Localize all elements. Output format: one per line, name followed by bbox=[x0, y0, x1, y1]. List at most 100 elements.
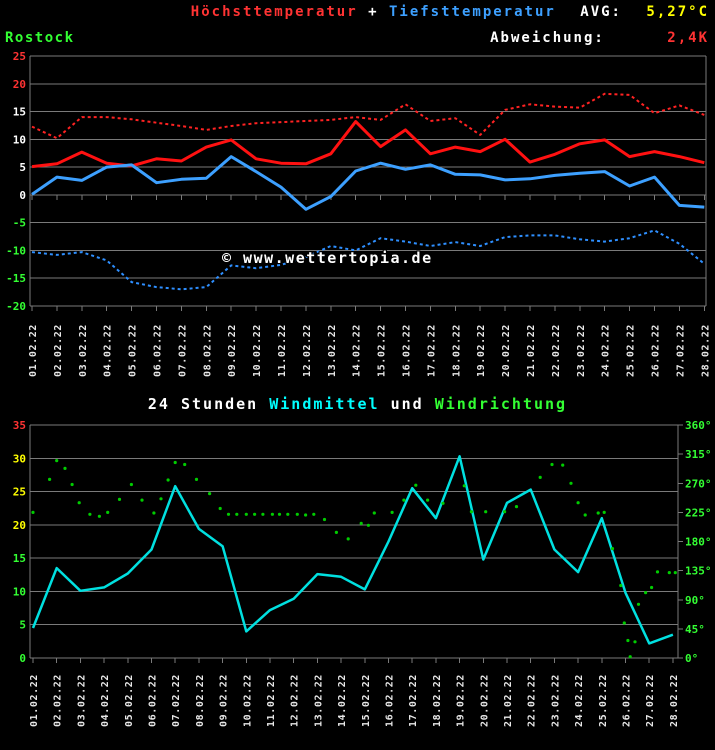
windrichtung-dot bbox=[469, 510, 473, 514]
windrichtung-dot bbox=[636, 602, 641, 606]
windrichtung-dot bbox=[602, 510, 606, 514]
temp-date-label: 12.02.22 bbox=[302, 324, 313, 377]
wind-speed-axis-label: 35 bbox=[13, 419, 26, 432]
windrichtung-dot bbox=[70, 482, 74, 487]
windrichtung-dot bbox=[622, 621, 626, 625]
windrichtung-dot bbox=[402, 498, 406, 502]
temp-date-label: 26.02.22 bbox=[651, 324, 662, 377]
temp-y-axis-label: 0 bbox=[19, 189, 26, 202]
wind-chart-title: 24 Stunden Windmittel und Windrichtung bbox=[0, 395, 715, 413]
windrichtung-dot bbox=[270, 512, 274, 516]
windrichtung-dot bbox=[63, 466, 67, 470]
wind-date-label: 19.02.22 bbox=[456, 674, 467, 727]
windrichtung-dot bbox=[628, 655, 632, 659]
temp-y-axis-label: -20 bbox=[6, 300, 26, 313]
temp-y-axis-label: 15 bbox=[13, 106, 26, 119]
windrichtung-dot bbox=[441, 501, 445, 505]
wind-speed-axis-label: 25 bbox=[13, 486, 26, 499]
windrichtung-dot bbox=[633, 640, 637, 644]
windrichtung-dot bbox=[277, 512, 282, 516]
windrichtung-dot bbox=[561, 463, 565, 467]
temp-y-axis-label: 5 bbox=[19, 161, 26, 174]
wind-date-label: 05.02.22 bbox=[124, 674, 135, 727]
windrichtung-dot bbox=[31, 510, 35, 514]
windrichtung-dot bbox=[514, 505, 519, 509]
temp-date-label: 25.02.22 bbox=[626, 324, 637, 377]
windrichtung-dot bbox=[414, 483, 418, 487]
windrichtung-dot bbox=[226, 512, 231, 516]
wind-date-label: 02.02.22 bbox=[53, 674, 64, 727]
temp-date-label: 14.02.22 bbox=[352, 324, 363, 377]
windrichtung-dot bbox=[88, 512, 92, 516]
max-dashed-line bbox=[31, 92, 705, 140]
windrichtung-dot bbox=[538, 475, 542, 479]
windrichtung-dot bbox=[366, 523, 370, 527]
windrichtung-dot bbox=[97, 514, 101, 518]
wind-title-und: und bbox=[390, 395, 435, 413]
temp-date-label: 11.02.22 bbox=[277, 324, 288, 377]
windrichtung-dot bbox=[140, 498, 144, 502]
windrichtung-dot bbox=[261, 512, 265, 516]
windrichtung-dot bbox=[194, 477, 199, 481]
windrichtung-dot bbox=[117, 497, 122, 501]
windrichtung-dot bbox=[295, 512, 299, 516]
tiefsttemperatur-line bbox=[31, 155, 705, 211]
wind-date-label: 15.02.22 bbox=[361, 674, 372, 727]
hoechsttemperatur-line bbox=[31, 120, 705, 169]
temp-date-label: 05.02.22 bbox=[128, 324, 139, 377]
windrichtung-dot bbox=[253, 512, 257, 516]
temp-date-label: 19.02.22 bbox=[476, 324, 487, 377]
wind-title-part-1: 24 Stunden bbox=[147, 395, 270, 413]
temp-date-label: 16.02.22 bbox=[402, 324, 413, 377]
wind-date-label: 12.02.22 bbox=[290, 674, 301, 727]
wind-direction-axis-label: 315° bbox=[685, 448, 712, 461]
avg-label: AVG: bbox=[580, 4, 622, 20]
wind-direction-axis-label: 225° bbox=[685, 506, 712, 519]
title-tiefsttemperatur: Tiefsttemperatur bbox=[388, 4, 556, 20]
wind-date-label: 22.02.22 bbox=[527, 674, 538, 727]
wind-direction-axis-label: 135° bbox=[685, 565, 712, 578]
windrichtung-dot bbox=[462, 484, 466, 488]
wind-speed-axis-label: 15 bbox=[13, 552, 26, 565]
wind-date-label: 16.02.22 bbox=[385, 674, 396, 727]
wind-direction-axis-label: 270° bbox=[685, 477, 712, 490]
avg-value: 5,27°C bbox=[646, 4, 709, 20]
windrichtung-dot bbox=[550, 462, 554, 467]
temp-date-label: 06.02.22 bbox=[153, 324, 164, 377]
temp-date-label: 18.02.22 bbox=[451, 324, 462, 377]
windrichtung-dot bbox=[129, 482, 133, 487]
temp-date-label: 09.02.22 bbox=[227, 324, 238, 377]
windrichtung-dot bbox=[372, 511, 376, 515]
windrichtung-dot bbox=[322, 517, 327, 522]
windrichtung-dot bbox=[673, 571, 677, 575]
wind-date-label: 28.02.22 bbox=[669, 674, 680, 727]
temp-date-label: 21.02.22 bbox=[526, 324, 537, 377]
windrichtung-dot bbox=[218, 506, 222, 511]
wind-date-label: 03.02.22 bbox=[76, 674, 87, 727]
temp-date-label: 24.02.22 bbox=[601, 324, 612, 377]
wind-date-label: 14.02.22 bbox=[337, 674, 348, 727]
windrichtung-dot bbox=[583, 513, 587, 517]
windrichtung-dot bbox=[610, 547, 615, 551]
windrichtung-dot bbox=[650, 585, 654, 590]
temp-date-label: 07.02.22 bbox=[177, 324, 188, 377]
wind-date-label: 06.02.22 bbox=[148, 674, 159, 727]
wind-date-label: 23.02.22 bbox=[550, 674, 561, 727]
windrichtung-dot bbox=[346, 537, 350, 541]
temp-y-axis-label: -10 bbox=[6, 244, 26, 257]
windrichtung-dot bbox=[569, 481, 573, 485]
wind-date-label: 10.02.22 bbox=[242, 674, 253, 727]
windrichtung-dot bbox=[286, 512, 290, 516]
windrichtung-dot bbox=[183, 462, 187, 467]
windmittel-line bbox=[31, 455, 674, 645]
temp-y-axis-label: 10 bbox=[13, 133, 26, 146]
temp-date-label: 03.02.22 bbox=[78, 324, 89, 377]
wind-direction-axis-label: 180° bbox=[685, 536, 712, 549]
windrichtung-dot bbox=[77, 501, 81, 505]
wind-speed-axis-label: 5 bbox=[19, 619, 26, 632]
wind-title-windrichtung: Windrichtung bbox=[434, 395, 568, 413]
wind-speed-axis-label: 20 bbox=[13, 519, 26, 532]
temp-date-label: 02.02.22 bbox=[53, 324, 64, 377]
